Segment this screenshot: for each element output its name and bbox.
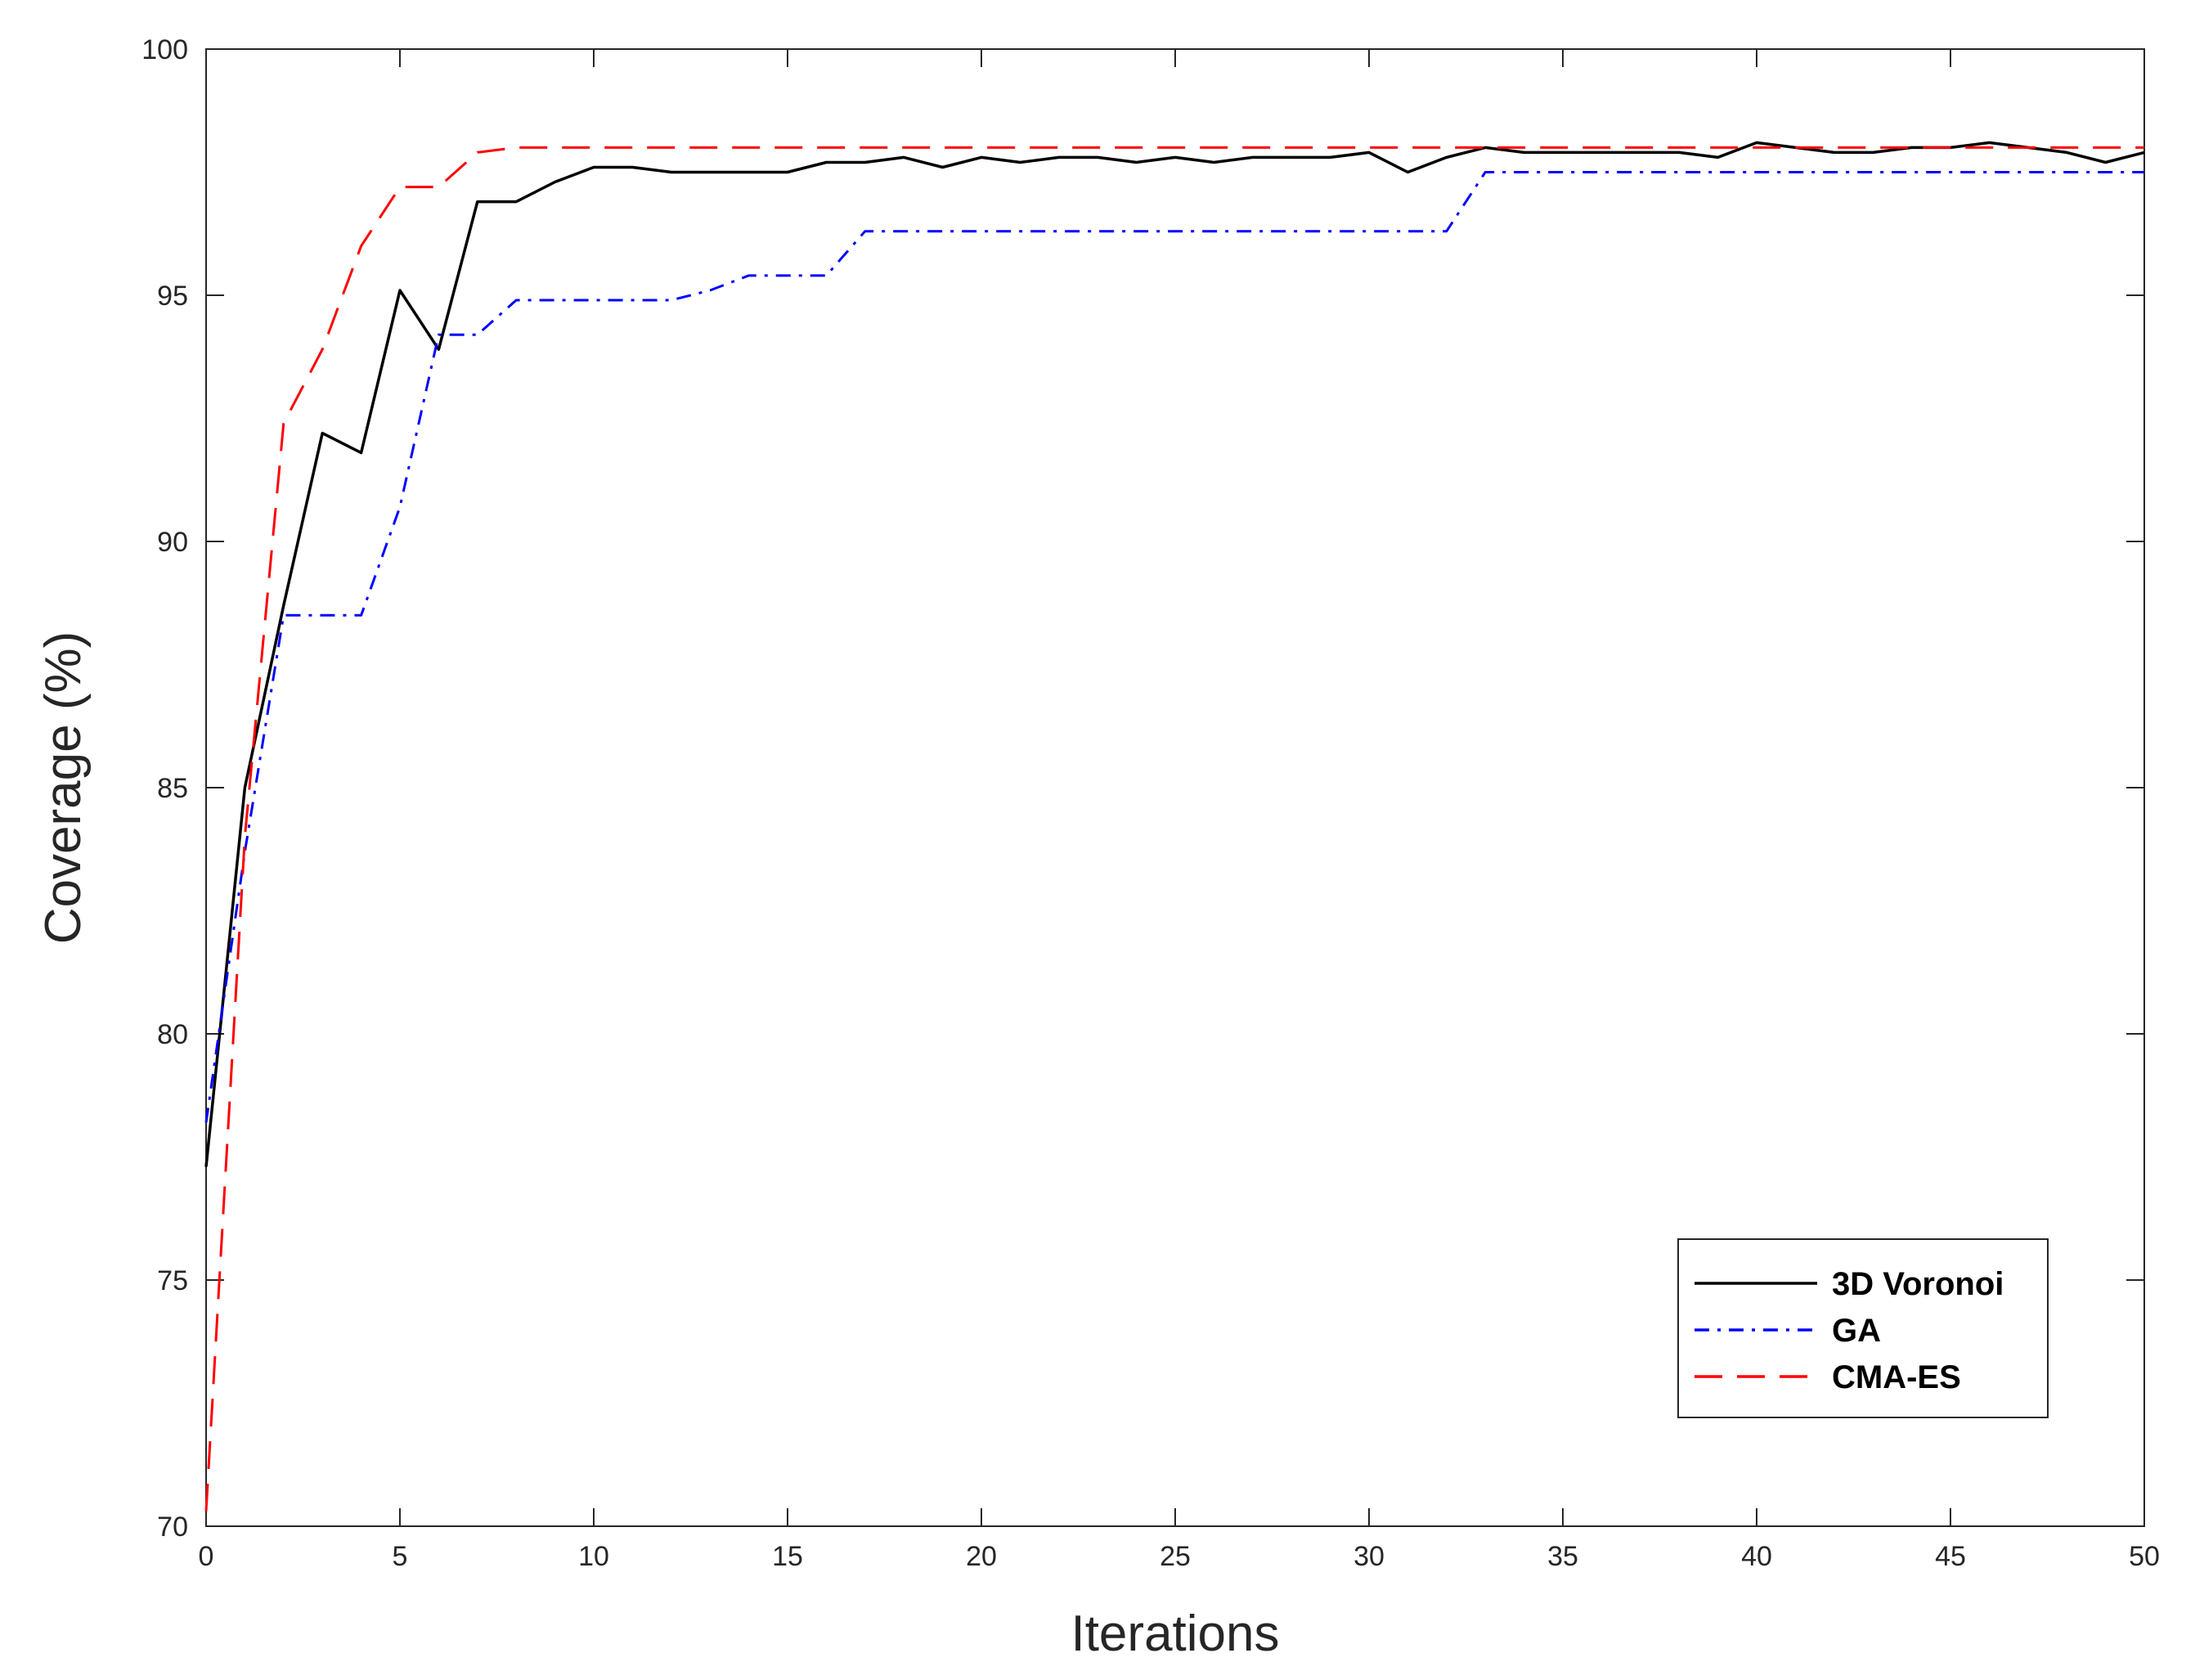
series-line-3d-voronoi <box>204 141 2145 1167</box>
x-tick-label: 35 <box>1547 1541 1578 1572</box>
y-tick-label: 90 <box>157 527 188 558</box>
series-line-ga <box>204 171 2144 1123</box>
x-tick-label: 45 <box>1935 1541 1966 1572</box>
x-axis-ticks: 0 5 10 15 20 25 30 35 40 45 50 <box>199 49 2160 1572</box>
y-tick-label: 70 <box>157 1512 188 1543</box>
y-tick-label: 75 <box>157 1265 188 1296</box>
legend: 3D Voronoi GA CMA-ES <box>1677 1238 2049 1418</box>
x-tick-label: 20 <box>966 1541 997 1572</box>
legend-label: GA <box>1832 1313 1881 1349</box>
x-tick-label: 50 <box>2129 1541 2160 1572</box>
x-tick-label: 10 <box>578 1541 609 1572</box>
legend-label: CMA-ES <box>1832 1359 1961 1395</box>
legend-items: 3D Voronoi GA CMA-ES <box>1695 1266 2004 1395</box>
y-tick-label: 100 <box>141 34 188 65</box>
x-tick-label: 15 <box>772 1541 803 1572</box>
y-axis-title: Coverage (%) <box>35 631 92 944</box>
y-tick-label: 80 <box>157 1019 188 1050</box>
x-axis-title: Iterations <box>1071 1606 1279 1662</box>
y-axis-ticks: 70 75 80 85 90 95 100 <box>141 34 2144 1543</box>
x-tick-label: 40 <box>1741 1541 1772 1572</box>
x-tick-label: 30 <box>1353 1541 1385 1572</box>
x-tick-label: 25 <box>1160 1541 1191 1572</box>
x-tick-label: 5 <box>393 1541 408 1572</box>
legend-box <box>1677 1238 2049 1418</box>
x-tick-label: 0 <box>199 1541 214 1572</box>
y-tick-label: 85 <box>157 773 188 804</box>
y-tick-label: 95 <box>157 281 188 312</box>
series-lines <box>204 141 2145 1512</box>
series-line-cma-es <box>204 146 2144 1512</box>
legend-label: 3D Voronoi <box>1832 1266 2004 1302</box>
